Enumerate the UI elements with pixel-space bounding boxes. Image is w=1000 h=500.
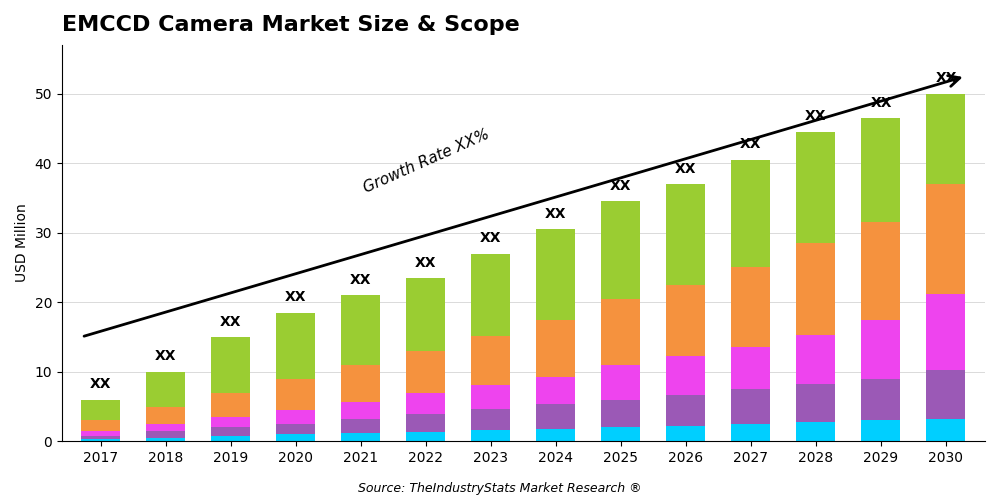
Y-axis label: USD Million: USD Million — [15, 204, 29, 282]
Text: Source: TheIndustryStats Market Research ®: Source: TheIndustryStats Market Research… — [358, 482, 642, 495]
Bar — [926, 419, 965, 442]
Bar — [146, 406, 185, 424]
Bar — [731, 160, 770, 268]
Text: XX: XX — [675, 162, 697, 175]
Bar — [471, 336, 510, 385]
Text: XX: XX — [415, 256, 437, 270]
Text: XX: XX — [220, 314, 242, 328]
Bar — [926, 94, 965, 184]
Bar — [861, 420, 900, 442]
Bar — [796, 335, 835, 384]
Bar — [601, 428, 640, 442]
Bar — [81, 439, 120, 442]
Bar — [536, 429, 575, 442]
Text: XX: XX — [480, 231, 502, 245]
Text: The Industry Stats: The Industry Stats — [839, 33, 941, 43]
Bar — [796, 422, 835, 442]
Bar — [861, 222, 900, 320]
Text: EMCCD Camera Market Size & Scope: EMCCD Camera Market Size & Scope — [62, 15, 520, 35]
Bar — [601, 400, 640, 427]
Bar — [926, 184, 965, 294]
Bar — [601, 298, 640, 365]
Text: Growth Rate XX%: Growth Rate XX% — [361, 127, 491, 196]
Text: XX: XX — [805, 110, 827, 124]
Bar — [601, 202, 640, 298]
Bar — [731, 348, 770, 389]
Bar — [341, 295, 380, 365]
Bar — [666, 356, 705, 395]
Bar — [666, 426, 705, 442]
Bar — [796, 243, 835, 335]
Bar — [471, 410, 510, 430]
Bar — [666, 394, 705, 426]
Bar — [926, 294, 965, 370]
Bar — [406, 394, 445, 414]
Text: XX: XX — [155, 350, 177, 364]
Text: XX: XX — [350, 273, 372, 287]
Bar — [536, 376, 575, 404]
Bar — [146, 424, 185, 431]
Bar — [406, 432, 445, 442]
Bar — [861, 378, 900, 420]
Bar — [341, 402, 380, 419]
Bar — [926, 370, 965, 419]
Bar — [81, 420, 120, 431]
Bar — [471, 430, 510, 442]
Bar — [81, 431, 120, 436]
Bar — [601, 365, 640, 400]
Text: XX: XX — [90, 377, 112, 391]
Text: XX: XX — [935, 71, 957, 85]
Bar — [81, 436, 120, 439]
Bar — [471, 385, 510, 409]
Bar — [211, 337, 250, 392]
Text: XX: XX — [870, 96, 892, 110]
Bar — [341, 433, 380, 442]
Bar — [536, 404, 575, 429]
Bar — [666, 285, 705, 356]
Bar — [276, 312, 315, 378]
Bar — [536, 229, 575, 320]
Bar — [796, 132, 835, 243]
Bar — [146, 431, 185, 438]
Bar — [796, 384, 835, 422]
Bar — [276, 424, 315, 434]
Bar — [146, 438, 185, 442]
Bar — [211, 436, 250, 442]
Bar — [731, 389, 770, 424]
Bar — [81, 400, 120, 420]
Bar — [861, 320, 900, 378]
Bar — [146, 372, 185, 406]
Text: XX: XX — [610, 179, 632, 193]
Bar — [666, 184, 705, 285]
Bar — [406, 278, 445, 351]
Bar — [276, 378, 315, 410]
Bar — [731, 424, 770, 442]
Bar — [341, 419, 380, 433]
Bar — [276, 410, 315, 424]
Bar — [731, 268, 770, 347]
Bar — [406, 351, 445, 394]
Text: XX: XX — [740, 138, 762, 151]
Bar — [276, 434, 315, 442]
Text: m a r k e t   r e s e a r c h: m a r k e t r e s e a r c h — [845, 63, 935, 69]
Bar — [211, 417, 250, 428]
Bar — [861, 118, 900, 222]
Bar — [211, 428, 250, 436]
Bar — [471, 254, 510, 336]
Bar — [406, 414, 445, 432]
Text: XX: XX — [285, 290, 307, 304]
Bar — [211, 392, 250, 417]
Bar — [341, 365, 380, 402]
Bar — [536, 320, 575, 376]
Text: XX: XX — [545, 207, 567, 221]
